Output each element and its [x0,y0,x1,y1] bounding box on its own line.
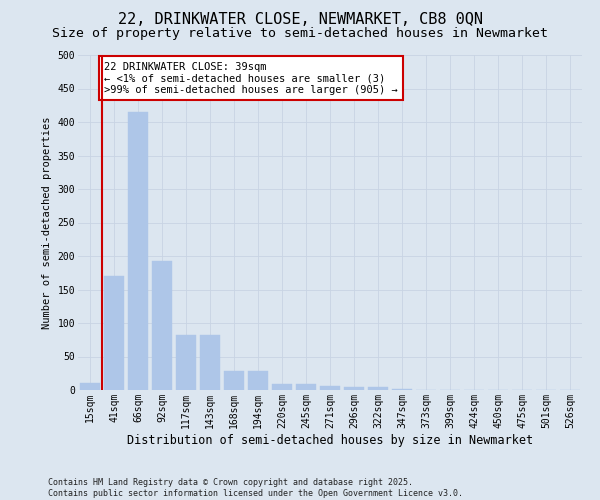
Y-axis label: Number of semi-detached properties: Number of semi-detached properties [42,116,52,329]
Bar [344,388,364,390]
Bar [392,388,412,390]
Bar [200,335,220,390]
Bar [368,388,388,390]
Bar [320,386,340,390]
Bar [224,371,244,390]
Bar [128,112,148,390]
Text: Size of property relative to semi-detached houses in Newmarket: Size of property relative to semi-detach… [52,28,548,40]
Bar [272,384,292,390]
Bar [296,384,316,390]
Text: 22, DRINKWATER CLOSE, NEWMARKET, CB8 0QN: 22, DRINKWATER CLOSE, NEWMARKET, CB8 0QN [118,12,482,28]
Text: Contains HM Land Registry data © Crown copyright and database right 2025.
Contai: Contains HM Land Registry data © Crown c… [48,478,463,498]
X-axis label: Distribution of semi-detached houses by size in Newmarket: Distribution of semi-detached houses by … [127,434,533,446]
Bar [104,276,124,390]
Bar [80,384,100,390]
Bar [176,335,196,390]
Bar [152,262,172,390]
Text: 22 DRINKWATER CLOSE: 39sqm
← <1% of semi-detached houses are smaller (3)
>99% of: 22 DRINKWATER CLOSE: 39sqm ← <1% of semi… [104,62,398,95]
Bar [248,371,268,390]
